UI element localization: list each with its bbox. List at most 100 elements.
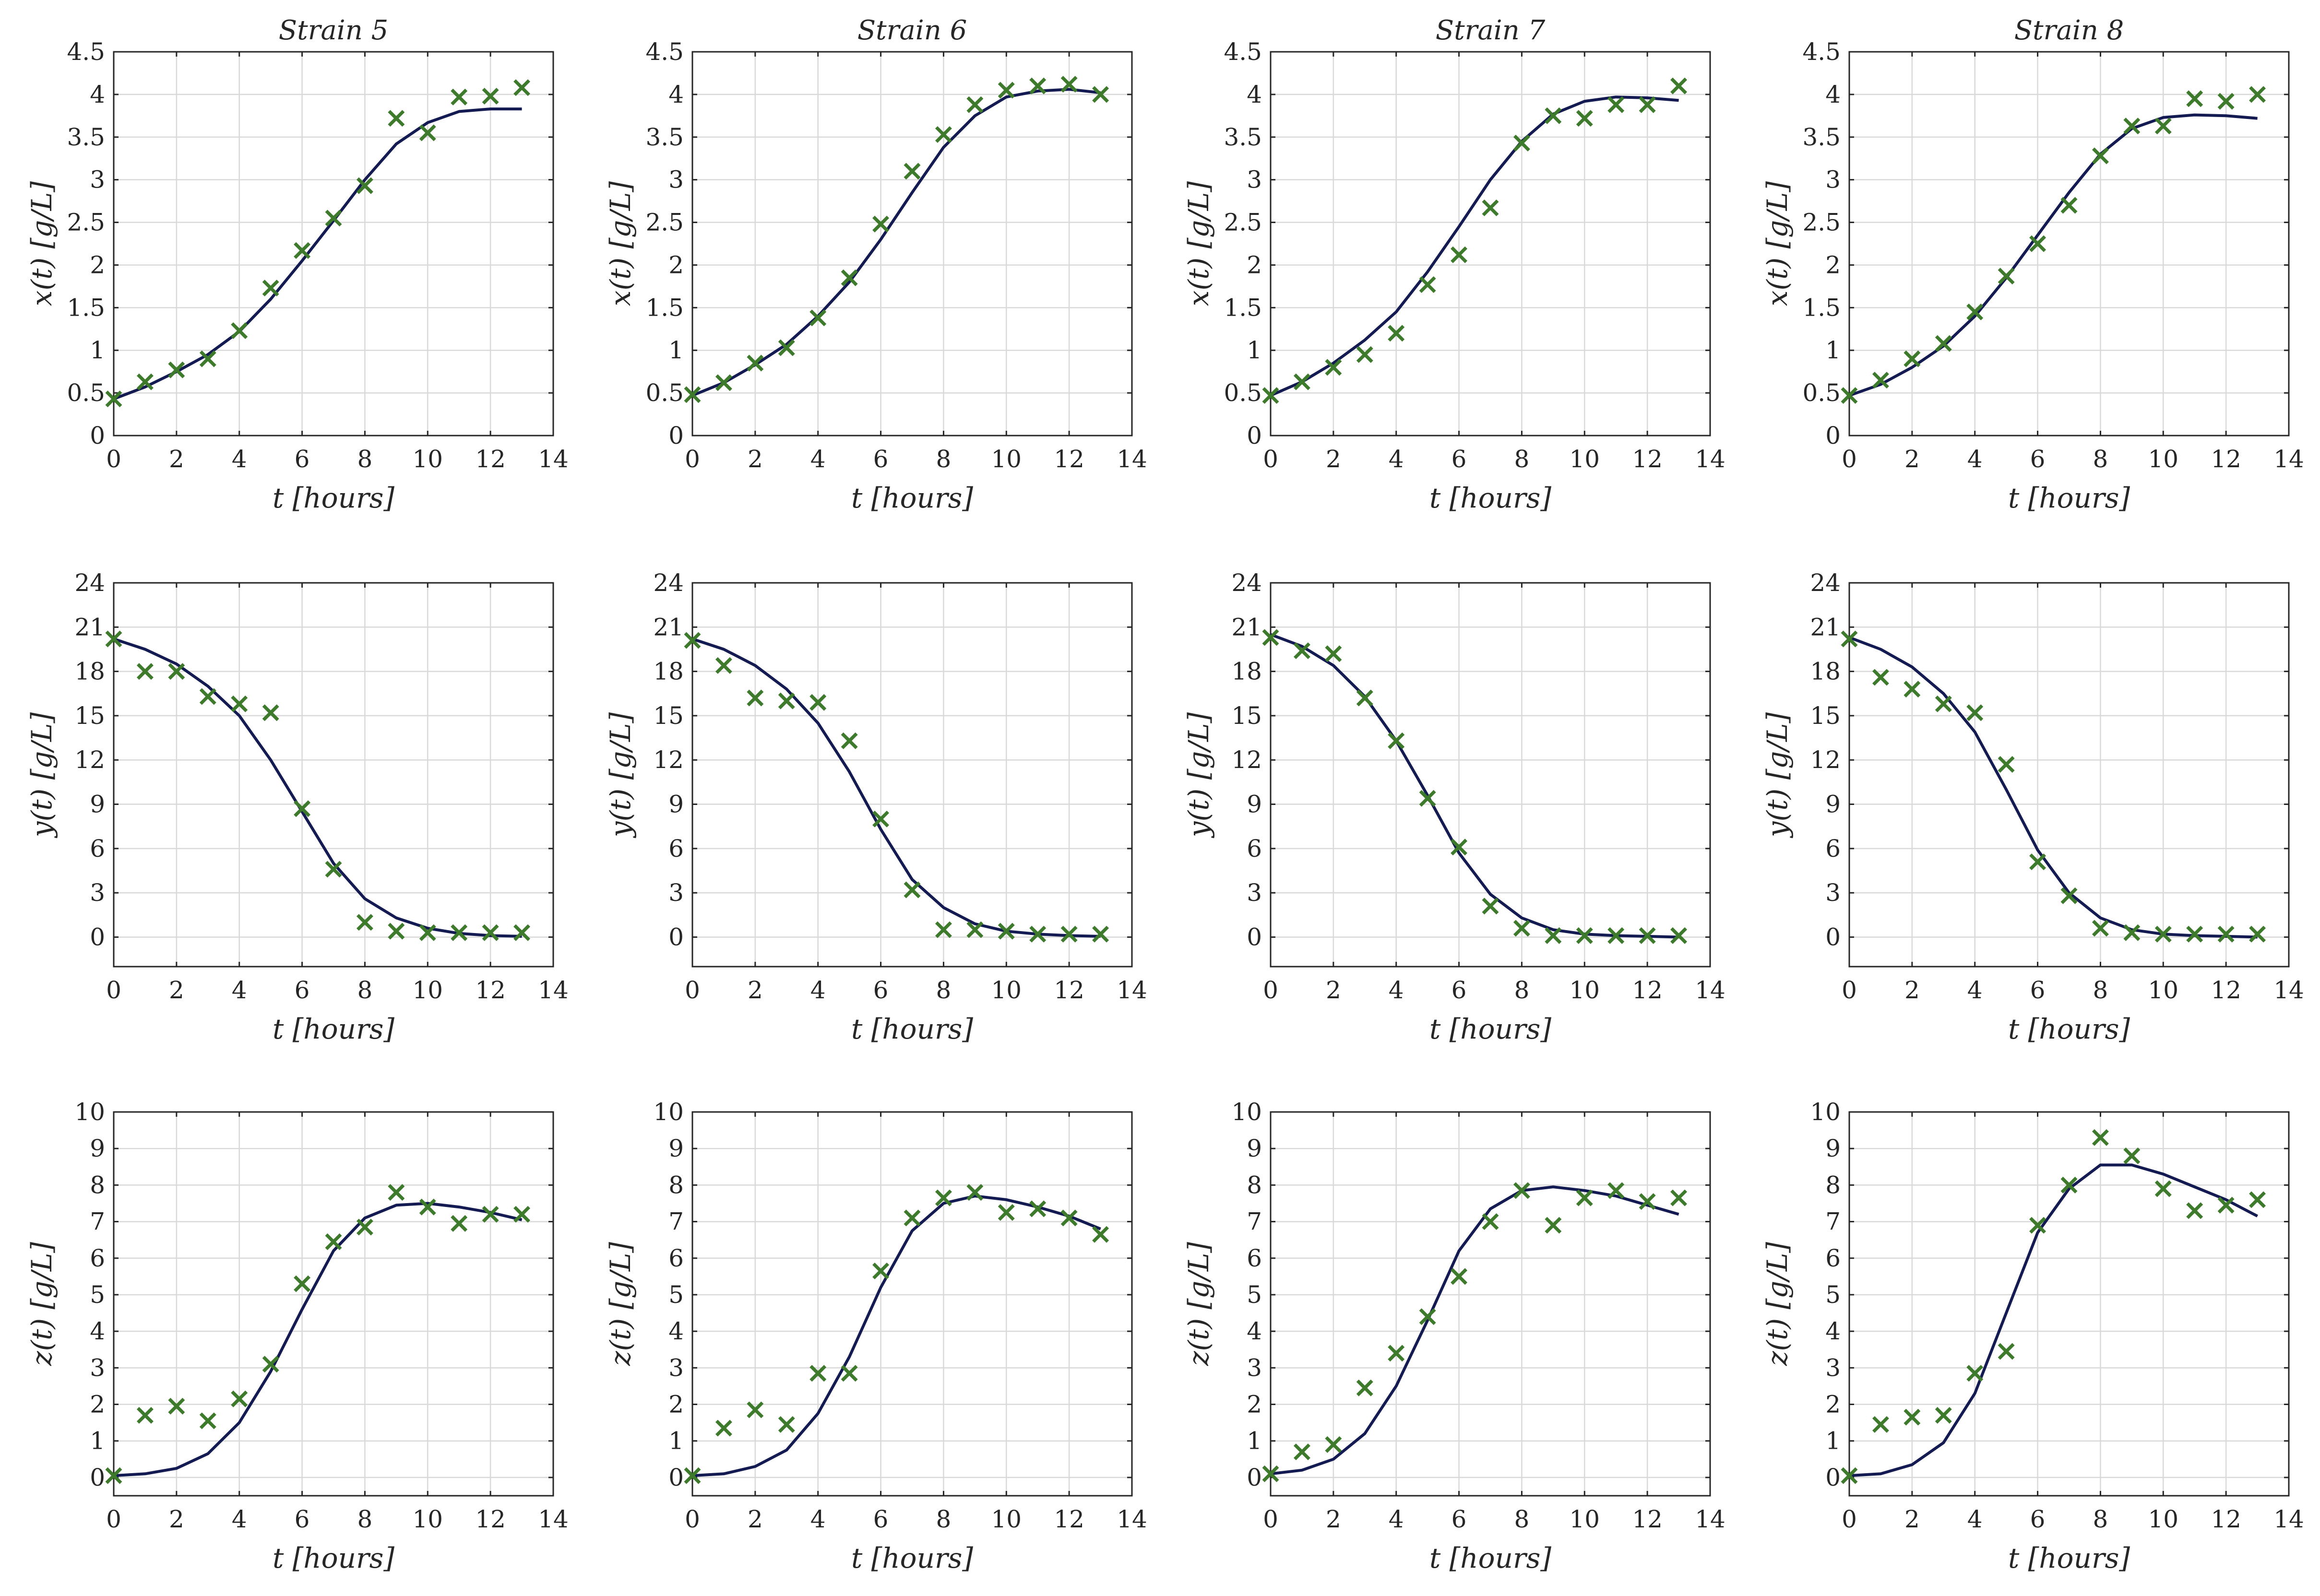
y-tick-label: 1.5 xyxy=(1802,294,1841,321)
observed-marker-stroke xyxy=(966,921,984,938)
observed-point xyxy=(1576,110,1593,127)
observed-point xyxy=(1325,359,1342,376)
x-tick-label: 6 xyxy=(873,976,889,1004)
x-tick-label: 0 xyxy=(1263,445,1278,473)
y-tick-label: 24 xyxy=(1231,569,1262,597)
observed-point xyxy=(1451,1268,1468,1285)
y-tick-label: 2 xyxy=(1247,251,1262,279)
y-tick-label: 9 xyxy=(1825,791,1841,818)
observed-marker-stroke xyxy=(1639,1193,1656,1210)
y-tick-label: 24 xyxy=(74,569,105,597)
observed-point xyxy=(778,1416,795,1433)
observed-point xyxy=(199,1412,216,1430)
y-axis-label: x(t) [g/L] xyxy=(604,181,637,307)
observed-marker-stroke xyxy=(747,1401,764,1419)
x-tick-label: 12 xyxy=(1054,1505,1084,1533)
observed-marker-stroke xyxy=(1482,1213,1499,1230)
x-tick-label: 6 xyxy=(295,1505,310,1533)
x-axis-label: t [hours] xyxy=(2008,482,2130,514)
observed-point xyxy=(513,79,531,96)
observed-point xyxy=(684,1467,701,1484)
observed-marker-stroke xyxy=(2154,925,2172,943)
observed-point xyxy=(388,110,405,127)
x-tick-label: 12 xyxy=(1054,976,1084,1004)
y-tick-label: 6 xyxy=(668,1244,684,1272)
observed-marker-stroke xyxy=(1293,1443,1310,1461)
observed-marker-stroke xyxy=(231,1390,248,1407)
observed-marker-stroke xyxy=(1607,96,1625,113)
x-tick-label: 8 xyxy=(357,445,373,473)
observed-point xyxy=(715,657,732,674)
x-tick-label: 4 xyxy=(1967,1505,1983,1533)
x-tick-label: 6 xyxy=(2030,445,2046,473)
x-tick-label: 12 xyxy=(2211,445,2241,473)
x-tick-label: 12 xyxy=(2211,976,2241,1004)
observed-point xyxy=(1262,629,1279,646)
observed-marker-stroke xyxy=(2154,118,2172,135)
x-tick-label: 10 xyxy=(412,976,443,1004)
observed-point xyxy=(388,1184,405,1201)
observed-marker-stroke xyxy=(1388,325,1405,342)
observed-marker-stroke xyxy=(419,924,436,941)
y-tick-label: 9 xyxy=(1247,791,1262,818)
y-tick-label: 0 xyxy=(1825,1464,1841,1491)
observed-marker-stroke xyxy=(2217,925,2235,943)
y-tick-label: 4.5 xyxy=(645,38,684,66)
subplot-1-2: 0 2 4 6 8 10 12 14 0 0.5 1 1.5 2 2.5 3 3.5 4 4.5 t [hours]… xyxy=(604,15,1147,514)
observed-marker-stroke xyxy=(1670,1189,1688,1206)
axes-box xyxy=(1848,51,2290,437)
observed-point xyxy=(747,355,764,372)
observed-marker-stroke xyxy=(1356,689,1373,707)
observed-point xyxy=(1029,77,1047,95)
x-tick-label: 12 xyxy=(1632,1505,1663,1533)
observed-point xyxy=(136,663,154,680)
observed-marker-stroke xyxy=(1670,77,1688,95)
observed-point xyxy=(356,1218,373,1236)
observed-marker-stroke xyxy=(294,1275,311,1292)
y-tick-label: 3.5 xyxy=(1802,123,1841,151)
observed-point xyxy=(1966,704,1984,721)
y-tick-label: 8 xyxy=(1247,1171,1262,1199)
x-tick-label: 0 xyxy=(106,1505,121,1533)
model-series-line xyxy=(692,1194,1101,1478)
observed-point xyxy=(1029,925,1047,943)
y-tick-label: 9 xyxy=(90,791,105,818)
observed-point xyxy=(2060,887,2078,904)
observed-marker-stroke xyxy=(935,921,952,938)
observed-point xyxy=(1670,77,1688,95)
observed-marker-stroke xyxy=(262,704,279,721)
y-tick-label: 6 xyxy=(90,1244,105,1272)
x-tick-label: 6 xyxy=(873,445,889,473)
observed-marker-stroke xyxy=(1998,756,2015,773)
observed-marker-stroke xyxy=(1325,1436,1342,1453)
observed-marker-stroke xyxy=(1293,642,1310,660)
y-tick-label: 8 xyxy=(90,1171,105,1199)
observed-marker-stroke xyxy=(2123,924,2141,941)
observed-point xyxy=(715,1419,732,1437)
observed-point xyxy=(1482,1213,1499,1230)
observed-marker-stroke xyxy=(1482,898,1499,915)
observed-point xyxy=(1545,927,1562,944)
observed-point xyxy=(684,632,701,649)
observed-point xyxy=(966,921,984,938)
y-tick-label: 24 xyxy=(653,569,684,597)
axes-box xyxy=(691,582,1133,968)
observed-point xyxy=(136,1407,154,1424)
x-tick-label: 0 xyxy=(685,1505,700,1533)
observed-marker-stroke xyxy=(419,1198,436,1216)
y-tick-label: 2 xyxy=(90,1391,105,1419)
x-tick-label: 0 xyxy=(1842,445,1857,473)
observed-marker-stroke xyxy=(1966,1365,1984,1382)
observed-marker-stroke xyxy=(1607,927,1625,944)
observed-point xyxy=(262,1356,279,1373)
observed-point xyxy=(294,242,311,259)
subplot-1-3: 0 2 4 6 8 10 12 14 0 0.5 1 1.5 2 2.5 3 3.5 4 4.5 t [hours]… xyxy=(1182,15,1725,514)
x-tick-label: 10 xyxy=(1569,1505,1600,1533)
y-tick-label: 3.5 xyxy=(67,123,105,151)
y-tick-label: 9 xyxy=(1247,1135,1262,1162)
observed-marker-stroke xyxy=(168,663,185,680)
model-series-line xyxy=(692,638,1101,938)
